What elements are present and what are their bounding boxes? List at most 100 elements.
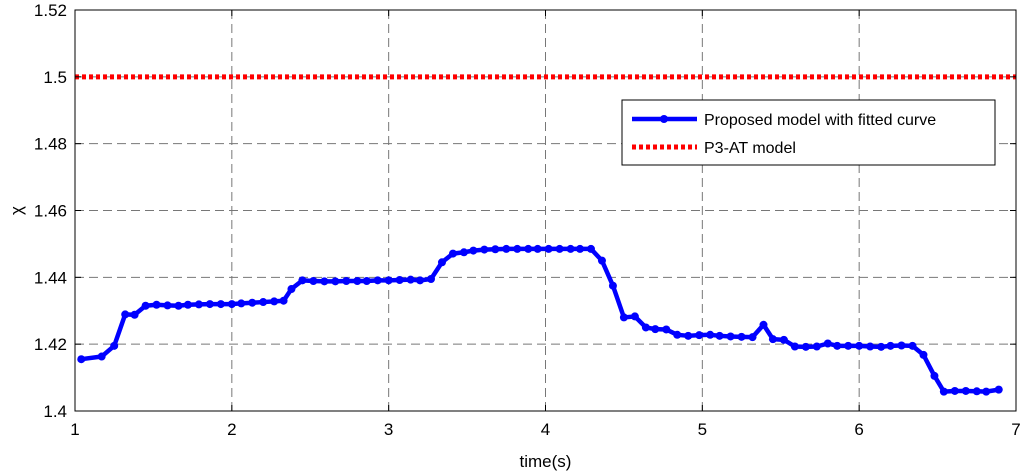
data-point — [790, 342, 799, 351]
data-point — [194, 300, 203, 309]
y-tick-labels: 1.4 1.42 1.44 1.46 1.48 1.5 1.52 — [34, 1, 67, 421]
data-point — [141, 301, 150, 310]
data-point — [630, 312, 639, 321]
data-point — [259, 298, 268, 307]
data-point — [982, 387, 991, 396]
data-point — [748, 333, 757, 342]
data-point — [437, 258, 446, 267]
data-point — [491, 245, 500, 254]
data-point — [886, 341, 895, 350]
y-tick-label: 1.48 — [34, 135, 67, 154]
data-point — [544, 244, 553, 253]
data-point — [216, 300, 225, 309]
data-point — [395, 276, 404, 285]
legend-label-proposed-model: Proposed model with fitted curve — [704, 112, 936, 129]
data-point — [779, 335, 788, 344]
data-point — [279, 296, 288, 305]
data-point — [309, 277, 318, 286]
y-tick-label: 1.42 — [34, 335, 67, 354]
x-tick-label: 6 — [854, 420, 863, 439]
data-point — [362, 277, 371, 286]
data-point — [502, 244, 511, 253]
data-point — [972, 387, 981, 396]
data-point — [619, 313, 628, 322]
data-point — [77, 355, 86, 364]
data-point — [597, 256, 606, 265]
data-point — [823, 339, 832, 348]
data-point — [353, 277, 362, 286]
y-tick-label: 1.44 — [34, 268, 67, 287]
data-point — [227, 300, 236, 309]
data-point — [994, 385, 1003, 394]
data-point — [298, 276, 307, 285]
data-point — [684, 331, 693, 340]
data-point — [768, 335, 777, 344]
data-point — [130, 310, 139, 319]
data-point — [908, 341, 917, 350]
data-point — [97, 352, 106, 361]
data-point — [237, 299, 246, 308]
data-point — [533, 244, 542, 253]
data-point — [480, 245, 489, 254]
data-point — [759, 320, 768, 329]
x-tick-label: 5 — [698, 420, 707, 439]
legend-marker-proposed-model — [660, 115, 668, 123]
legend-label-p3-at-model: P3-AT model — [704, 140, 796, 157]
data-point — [844, 341, 853, 350]
data-point — [726, 332, 735, 341]
y-axis-label: χ — [7, 206, 26, 215]
x-axis-label: time(s) — [520, 452, 572, 471]
data-point — [270, 297, 279, 306]
y-tick-label: 1.52 — [34, 1, 67, 20]
data-point — [513, 244, 522, 253]
data-point — [110, 341, 119, 350]
data-point — [662, 325, 671, 334]
data-point — [469, 246, 478, 255]
data-point — [608, 281, 617, 290]
series-layer — [75, 74, 1016, 396]
y-tick-label: 1.4 — [43, 402, 67, 421]
data-point — [586, 244, 595, 253]
y-tick-label: 1.5 — [43, 68, 67, 87]
data-point — [866, 342, 875, 351]
data-point — [331, 277, 340, 286]
data-point — [673, 330, 682, 339]
data-point — [287, 285, 296, 294]
data-point — [459, 248, 468, 257]
y-tick-label: 1.46 — [34, 202, 67, 221]
data-point — [897, 341, 906, 350]
data-point — [855, 341, 864, 350]
data-point — [715, 331, 724, 340]
data-point — [163, 301, 172, 310]
legend-box — [621, 99, 996, 166]
data-point — [121, 310, 130, 319]
data-point — [833, 341, 842, 350]
data-point — [566, 244, 575, 253]
data-point — [801, 342, 810, 351]
data-point — [961, 386, 970, 395]
data-point — [384, 276, 393, 285]
x-tick-label: 2 — [227, 420, 236, 439]
data-point — [248, 298, 257, 307]
data-point — [950, 386, 959, 395]
axis-ticks — [74, 9, 1017, 412]
data-point — [939, 387, 948, 396]
data-point — [695, 331, 704, 340]
data-point — [448, 249, 457, 258]
data-point — [174, 301, 183, 310]
data-point — [406, 275, 415, 284]
data-point — [205, 300, 214, 309]
data-point — [152, 300, 161, 309]
data-point — [555, 244, 564, 253]
legend: Proposed model with fitted curve P3-AT m… — [621, 99, 996, 166]
data-point — [706, 330, 715, 339]
data-point — [416, 276, 425, 285]
data-point — [737, 332, 746, 341]
data-point — [183, 300, 192, 309]
x-tick-label: 1 — [70, 420, 79, 439]
data-point — [641, 323, 650, 332]
data-point — [919, 350, 928, 359]
data-point — [877, 342, 886, 351]
data-point — [930, 371, 939, 380]
